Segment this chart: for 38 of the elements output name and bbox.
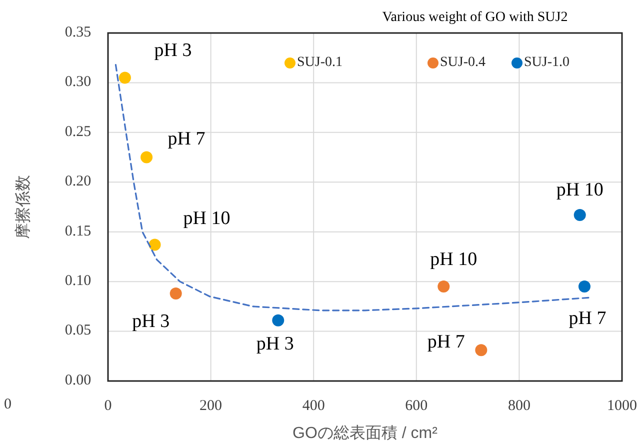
point (140, 151, 153, 164)
y-tick-label: 0.35 (64, 24, 92, 40)
annotation: pH 3 (154, 40, 192, 62)
y-tick-label: 0.30 (64, 74, 92, 90)
y-axis-title: 摩擦係数 (14, 175, 32, 239)
point (475, 344, 488, 356)
y-tick-label: 0.05 (64, 322, 92, 339)
chart-title: Various weight of GO with SUJ2 (382, 10, 568, 25)
legend-label: SUJ-0.4 (440, 55, 486, 70)
annotation: pH 7 (168, 128, 206, 150)
annotation: pH 10 (556, 179, 604, 200)
x-axis-title: GOの総表面積 / cm² (292, 424, 438, 442)
annotation: pH 10 (183, 208, 230, 230)
annotation: pH 3 (132, 310, 170, 332)
annotation: pH 10 (430, 248, 478, 270)
legend-label: SUJ-0.1 (297, 55, 343, 70)
point (574, 208, 586, 221)
y-tick-label: 0.10 (64, 273, 92, 290)
point (118, 72, 131, 84)
y-tick-label: 0.15 (64, 223, 92, 240)
annotation: pH 7 (568, 308, 606, 329)
point (578, 280, 590, 293)
x-tick-label: 600 (405, 398, 428, 414)
x-tick-label: 800 (508, 398, 530, 414)
point (148, 238, 161, 251)
x-tick-label: 1000 (607, 398, 637, 414)
annotation: pH 7 (427, 332, 465, 353)
point (438, 280, 450, 293)
point (272, 314, 284, 326)
legend-label: SUJ-1.0 (524, 55, 570, 70)
x-tick-label: 200 (200, 398, 222, 414)
annotation: pH 3 (256, 334, 294, 355)
point (170, 288, 182, 300)
x-tick-label: 400 (302, 398, 325, 414)
y-tick-label: 0.00 (64, 372, 92, 388)
x-tick-label: 0 (104, 398, 112, 414)
y-tick-label: 0.25 (64, 124, 92, 140)
y-tick-label: 0.20 (64, 174, 92, 190)
